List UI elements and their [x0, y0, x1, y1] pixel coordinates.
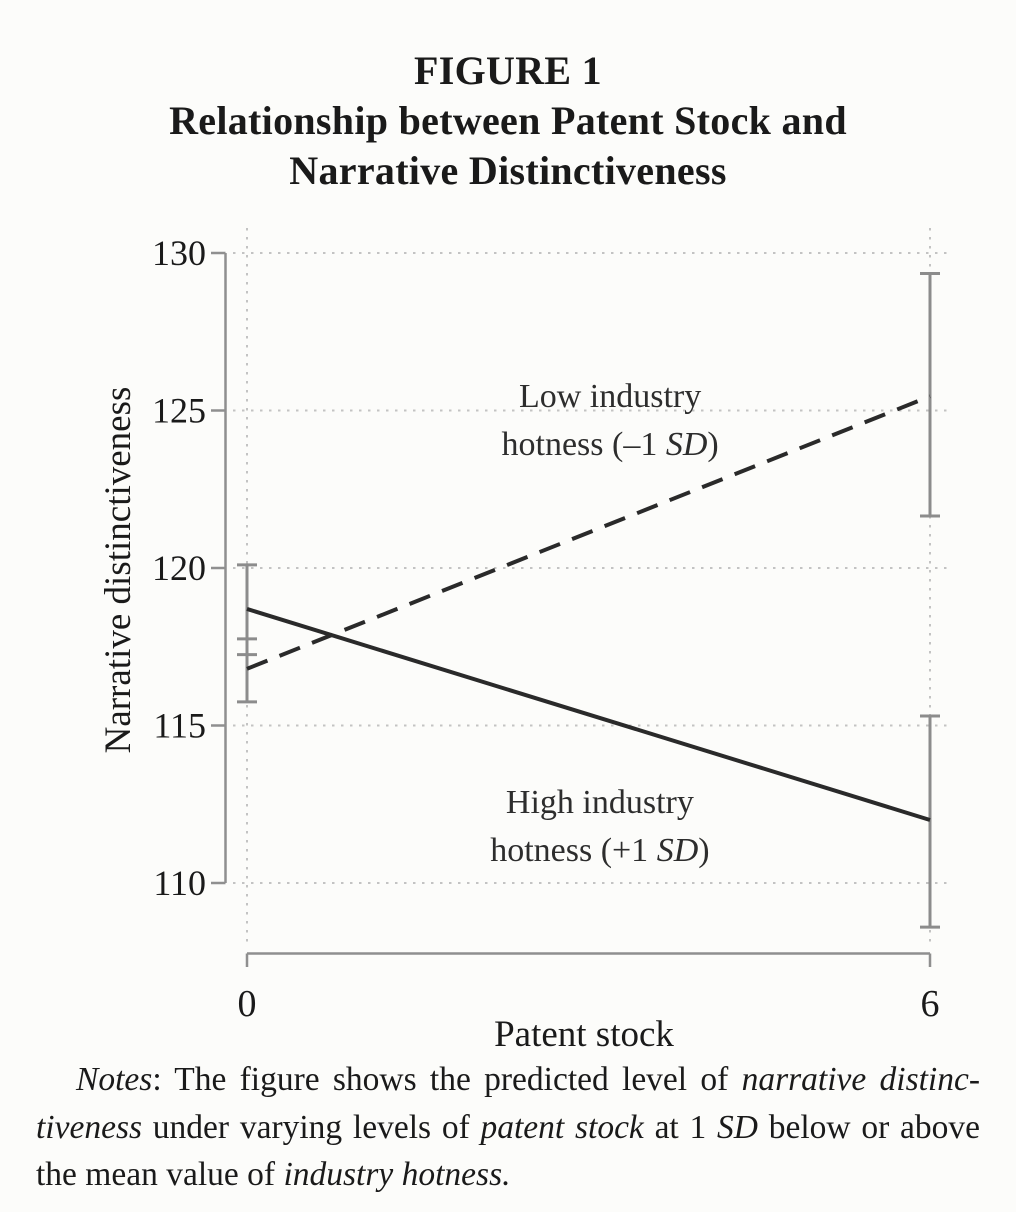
y-tick-label: 120 — [152, 548, 206, 588]
x-tick-label: 6 — [921, 983, 940, 1025]
label-high-industry-hotness: hotness (+1 SD) — [490, 832, 709, 869]
figure-label: FIGURE 1 — [414, 48, 602, 93]
series-line-dashed — [246, 394, 931, 671]
notes-text-run: under varying levels of — [142, 1108, 481, 1146]
y-axis-title: Narrative distinctiveness — [98, 387, 139, 754]
figure-notes: Notes: The figure shows the predicted le… — [36, 1056, 980, 1199]
label-low-industry-hotness: hotness (–1 SD) — [502, 426, 719, 463]
notes-italic-run: narrative distinc­tiveness — [36, 1061, 980, 1146]
y-tick-label: 110 — [153, 863, 206, 903]
figure-title-line1: Relationship between Patent Stock and — [169, 98, 847, 143]
figure-title-block: FIGURE 1 Relationship between Patent Sto… — [0, 46, 1016, 196]
y-tick-label: 125 — [152, 391, 206, 431]
line-chart: 110 115 120 125 130 0 6 Patent stock Narrative d… — [98, 228, 947, 1055]
notes-text-run: : The figure shows the predicted level o… — [152, 1061, 742, 1098]
x-axis-title: Patent stock — [494, 1014, 674, 1055]
notes-italic-run: industry hotness. — [283, 1156, 511, 1193]
notes-italic-run: patent stock — [480, 1108, 644, 1146]
y-tick-label: 130 — [152, 233, 206, 273]
notes-text-run: at 1 — [643, 1108, 718, 1146]
figure-title-line2: Narrative Distinctiveness — [289, 148, 727, 193]
x-tick-label: 0 — [238, 983, 257, 1025]
notes-text-run: below or above the mean value of — [36, 1108, 980, 1194]
label-high-industry-hotness: High industry — [506, 784, 694, 821]
series-line-solid — [246, 607, 931, 822]
label-low-industry-hotness: Low industry — [519, 378, 701, 415]
notes-italic-run: SD — [717, 1108, 758, 1146]
notes-italic-run: Notes — [76, 1061, 153, 1098]
y-tick-label: 115 — [153, 706, 206, 746]
